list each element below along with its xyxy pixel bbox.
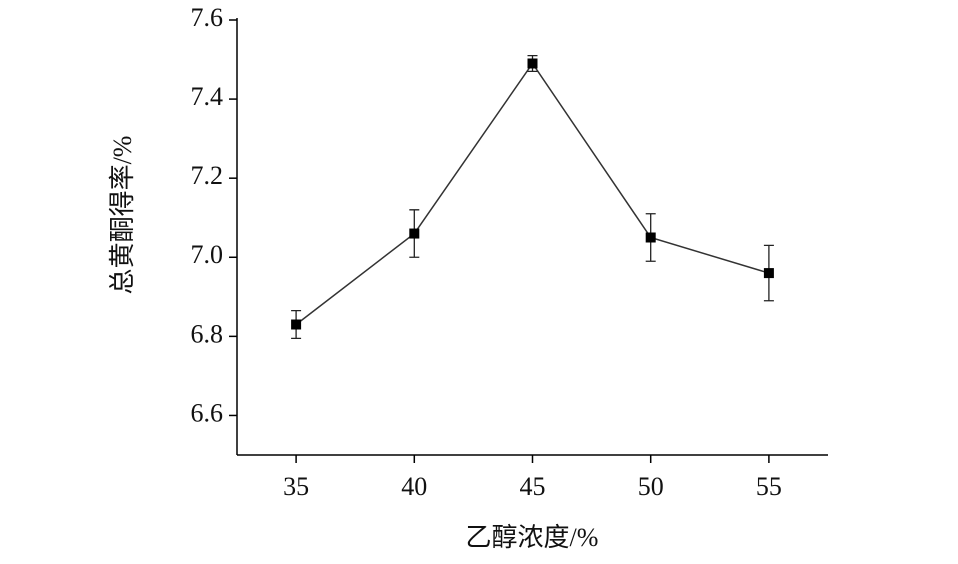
data-point bbox=[409, 228, 420, 239]
x-axis-label: 乙醇浓度/% bbox=[466, 523, 599, 552]
x-tick-label: 45 bbox=[520, 472, 546, 501]
y-tick-label: 7.0 bbox=[191, 240, 224, 269]
data-point bbox=[291, 319, 302, 330]
x-tick-label: 50 bbox=[638, 472, 664, 501]
y-tick-label: 7.6 bbox=[191, 3, 224, 32]
y-tick-label: 7.2 bbox=[191, 161, 224, 190]
data-line bbox=[295, 62, 770, 326]
x-tick-label: 55 bbox=[756, 472, 782, 501]
y-axis-label: 总黄酮得率/% bbox=[108, 136, 137, 295]
data-point bbox=[527, 58, 538, 69]
x-tick-label: 40 bbox=[401, 472, 427, 501]
data-point bbox=[645, 232, 656, 243]
data-point bbox=[763, 268, 774, 279]
x-tick-label: 35 bbox=[283, 472, 309, 501]
y-tick-label: 6.6 bbox=[191, 398, 224, 427]
y-tick-label: 7.4 bbox=[191, 82, 224, 111]
y-tick-label: 6.8 bbox=[191, 319, 224, 348]
